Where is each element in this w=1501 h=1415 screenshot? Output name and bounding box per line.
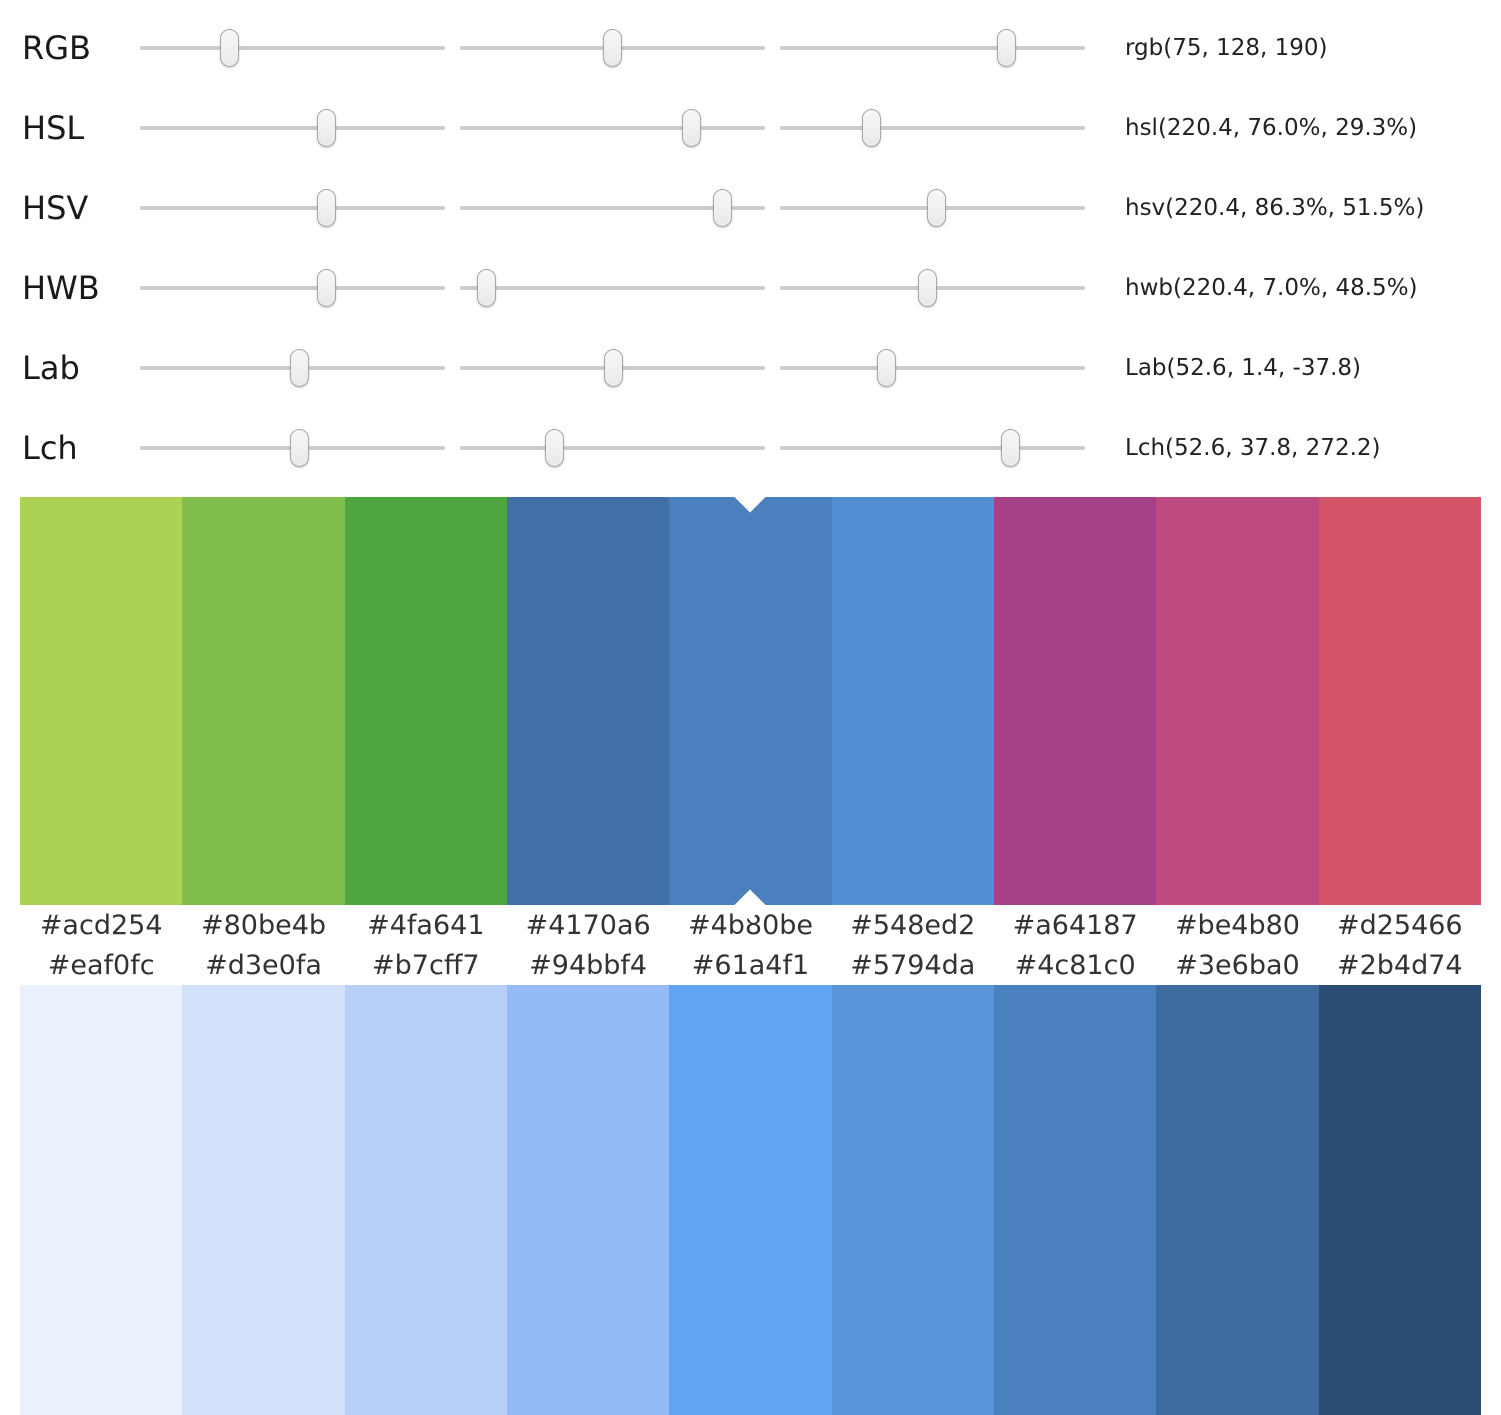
hex-label: #4170a6: [525, 909, 651, 941]
slider-thumb[interactable]: [713, 189, 733, 227]
hex-label: #548ed2: [850, 909, 976, 941]
slider-thumb[interactable]: [290, 349, 310, 387]
slider-row-lab: Lab Lab(52.6, 1.4, -37.8): [22, 328, 1501, 408]
palette-swatch[interactable]: [831, 985, 994, 1415]
hex-label: #d25466: [1336, 909, 1463, 941]
hue-palette-strip: [20, 481, 1481, 921]
color-value-label: hwb(220.4, 7.0%, 48.5%): [1125, 275, 1418, 301]
slider-row-hsv: HSV hsv(220.4, 86.3%, 51.5%): [22, 168, 1501, 248]
color-value-label: Lch(52.6, 37.8, 272.2): [1125, 435, 1381, 461]
slider-row-lch: Lch Lch(52.6, 37.8, 272.2): [22, 408, 1501, 488]
slider-row-hwb: HWB hwb(220.4, 7.0%, 48.5%): [22, 248, 1501, 328]
slider-thumb[interactable]: [861, 109, 881, 147]
slider-track-1[interactable]: [140, 29, 445, 67]
slider-thumb[interactable]: [219, 29, 239, 67]
slider-thumb[interactable]: [681, 109, 701, 147]
hue-palette-hex-labels: #acd254 #80be4b #4fa641 #4170a6 #4b80be #548e…: [20, 905, 1481, 945]
slider-track-2[interactable]: [460, 349, 765, 387]
slider-thumb[interactable]: [290, 429, 310, 467]
slider-thumb[interactable]: [997, 29, 1017, 67]
slider-thumb[interactable]: [927, 189, 947, 227]
palette-swatch[interactable]: [831, 497, 994, 905]
slider-thumb[interactable]: [877, 349, 897, 387]
slider-track-2[interactable]: [460, 189, 765, 227]
slider-thumb[interactable]: [1000, 429, 1020, 467]
slider-thumb[interactable]: [917, 269, 937, 307]
palette-swatch[interactable]: [506, 985, 670, 1415]
slider-track-3[interactable]: [780, 109, 1085, 147]
slider-track-2[interactable]: [460, 109, 765, 147]
palette-swatch[interactable]: [1156, 985, 1319, 1415]
slider-track-1[interactable]: [140, 189, 445, 227]
tint-palette-hex-labels: #eaf0fc #d3e0fa #b7cff7 #94bbf4 #61a4f1 #5794…: [20, 945, 1481, 985]
palette-swatch[interactable]: [182, 497, 345, 905]
palette-swatch[interactable]: [1318, 985, 1481, 1415]
hex-label: #80be4b: [200, 909, 327, 941]
slider-track-3[interactable]: [780, 349, 1085, 387]
slider-track-2[interactable]: [460, 429, 765, 467]
hex-label: #be4b80: [1174, 909, 1300, 941]
slider-thumb[interactable]: [603, 29, 623, 67]
color-value-label: Lab(52.6, 1.4, -37.8): [1125, 355, 1361, 381]
palette-swatch[interactable]: [1156, 497, 1319, 905]
hex-label: #61a4f1: [691, 949, 810, 981]
slider-thumb[interactable]: [544, 429, 564, 467]
slider-row-label: HWB: [22, 269, 100, 307]
slider-track-1[interactable]: [140, 429, 445, 467]
color-value-label: rgb(75, 128, 190): [1125, 35, 1328, 61]
palette-swatch[interactable]: [993, 985, 1157, 1415]
slider-row-label: Lch: [22, 429, 78, 467]
slider-track-3[interactable]: [780, 189, 1085, 227]
slider-row-hsl: HSL hsl(220.4, 76.0%, 29.3%): [22, 88, 1501, 168]
slider-track-3[interactable]: [780, 269, 1085, 307]
slider-thumb[interactable]: [316, 269, 336, 307]
hex-label: #5794da: [850, 949, 976, 981]
slider-row-label: RGB: [22, 29, 91, 67]
slider-thumb[interactable]: [316, 109, 336, 147]
hex-label: #b7cff7: [372, 949, 480, 981]
hex-label: #acd254: [39, 909, 163, 941]
slider-track-1[interactable]: [140, 349, 445, 387]
palette-swatch[interactable]: [993, 497, 1157, 905]
palette-swatch[interactable]: [669, 481, 832, 921]
palette-swatch[interactable]: [344, 985, 507, 1415]
color-sliders-panel: RGB rgb(75, 128, 190) HSL hsl(220.4, 76.0%,…: [0, 0, 1501, 488]
palette-swatch[interactable]: [1318, 497, 1481, 905]
slider-thumb[interactable]: [604, 349, 624, 387]
slider-track-2[interactable]: [460, 29, 765, 67]
slider-row-label: HSV: [22, 189, 89, 227]
hex-label: #3e6ba0: [1175, 949, 1300, 981]
hex-label: #4c81c0: [1014, 949, 1136, 981]
slider-track-2[interactable]: [460, 269, 765, 307]
hex-label: #94bbf4: [529, 949, 648, 981]
color-value-label: hsl(220.4, 76.0%, 29.3%): [1125, 115, 1418, 141]
color-value-label: hsv(220.4, 86.3%, 51.5%): [1125, 195, 1425, 221]
slider-row-label: HSL: [22, 109, 85, 147]
slider-track-1[interactable]: [140, 269, 445, 307]
slider-track-3[interactable]: [780, 29, 1085, 67]
palette-swatch[interactable]: [20, 985, 183, 1415]
slider-track-3[interactable]: [780, 429, 1085, 467]
slider-row-rgb: RGB rgb(75, 128, 190): [22, 8, 1501, 88]
hex-label: #d3e0fa: [205, 949, 322, 981]
tint-palette-strip: [20, 985, 1481, 1415]
hex-label: #eaf0fc: [47, 949, 155, 981]
palette-swatch[interactable]: [506, 497, 670, 905]
slider-thumb[interactable]: [316, 189, 336, 227]
palette-swatch[interactable]: [669, 985, 832, 1415]
hex-label: #2b4d74: [1336, 949, 1463, 981]
slider-thumb[interactable]: [477, 269, 497, 307]
hex-label: #4fa641: [367, 909, 485, 941]
palette-swatch[interactable]: [344, 497, 507, 905]
slider-track-1[interactable]: [140, 109, 445, 147]
palette-swatch[interactable]: [20, 497, 183, 905]
slider-row-label: Lab: [22, 349, 80, 387]
palette-swatch[interactable]: [182, 985, 345, 1415]
hex-label: #a64187: [1012, 909, 1138, 941]
